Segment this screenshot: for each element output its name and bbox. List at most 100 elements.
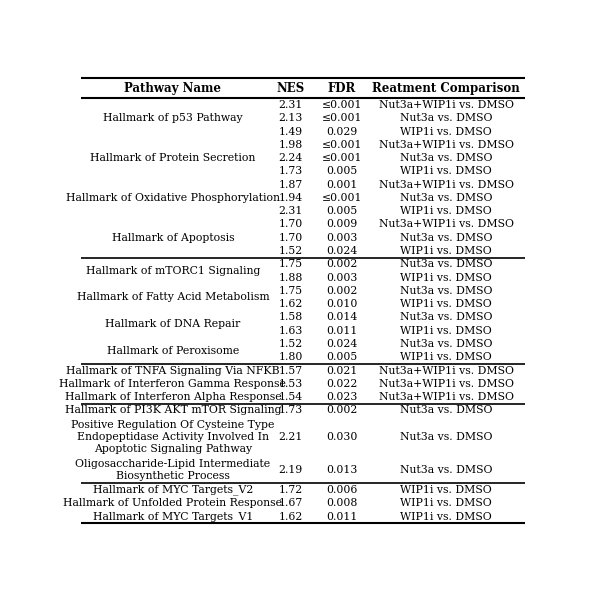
Text: WIP1i vs. DMSO: WIP1i vs. DMSO [400, 127, 492, 137]
Text: Nut3a+WIP1i vs. DMSO: Nut3a+WIP1i vs. DMSO [379, 100, 514, 110]
Text: WIP1i vs. DMSO: WIP1i vs. DMSO [400, 352, 492, 362]
Text: 0.024: 0.024 [326, 246, 358, 256]
Text: Hallmark of p53 Pathway: Hallmark of p53 Pathway [103, 113, 243, 123]
Text: 0.006: 0.006 [326, 485, 358, 495]
Text: Nut3a+WIP1i vs. DMSO: Nut3a+WIP1i vs. DMSO [379, 379, 514, 389]
Text: 0.010: 0.010 [326, 299, 358, 309]
Text: WIP1i vs. DMSO: WIP1i vs. DMSO [400, 511, 492, 522]
Text: Nut3a+WIP1i vs. DMSO: Nut3a+WIP1i vs. DMSO [379, 140, 514, 150]
Text: 2.31: 2.31 [278, 206, 303, 216]
Text: 1.57: 1.57 [278, 365, 303, 375]
Text: 0.021: 0.021 [326, 365, 358, 375]
Text: 0.024: 0.024 [326, 339, 358, 349]
Text: 1.73: 1.73 [278, 406, 303, 416]
Text: ≤0.001: ≤0.001 [322, 113, 362, 123]
Text: Nut3a vs. DMSO: Nut3a vs. DMSO [400, 259, 492, 269]
Text: 1.49: 1.49 [278, 127, 303, 137]
Text: 0.011: 0.011 [326, 511, 358, 522]
Text: Hallmark of Protein Secretion: Hallmark of Protein Secretion [90, 153, 256, 163]
Text: WIP1i vs. DMSO: WIP1i vs. DMSO [400, 272, 492, 282]
Text: 0.005: 0.005 [326, 166, 358, 176]
Text: Nut3a vs. DMSO: Nut3a vs. DMSO [400, 465, 492, 475]
Text: Nut3a vs. DMSO: Nut3a vs. DMSO [400, 432, 492, 442]
Text: 0.005: 0.005 [326, 352, 358, 362]
Text: 1.62: 1.62 [278, 299, 303, 309]
Text: Nut3a vs. DMSO: Nut3a vs. DMSO [400, 313, 492, 323]
Text: 1.70: 1.70 [278, 233, 303, 243]
Text: 2.19: 2.19 [278, 465, 303, 475]
Text: WIP1i vs. DMSO: WIP1i vs. DMSO [400, 246, 492, 256]
Text: WIP1i vs. DMSO: WIP1i vs. DMSO [400, 485, 492, 495]
Text: 1.52: 1.52 [278, 246, 303, 256]
Text: Nut3a vs. DMSO: Nut3a vs. DMSO [400, 233, 492, 243]
Text: 0.011: 0.011 [326, 326, 358, 336]
Text: 1.87: 1.87 [278, 179, 303, 189]
Text: Nut3a+WIP1i vs. DMSO: Nut3a+WIP1i vs. DMSO [379, 392, 514, 402]
Text: 0.023: 0.023 [326, 392, 358, 402]
Text: Positive Regulation Of Cysteine Type
Endopeptidase Activity Involved In
Apoptoti: Positive Regulation Of Cysteine Type End… [72, 420, 275, 453]
Text: Nut3a+WIP1i vs. DMSO: Nut3a+WIP1i vs. DMSO [379, 220, 514, 230]
Text: Reatment Comparison: Reatment Comparison [372, 82, 520, 95]
Text: 0.029: 0.029 [326, 127, 358, 137]
Text: Hallmark of MYC Targets_V1: Hallmark of MYC Targets_V1 [93, 511, 253, 522]
Text: 1.62: 1.62 [278, 511, 303, 522]
Text: 0.014: 0.014 [326, 313, 358, 323]
Text: Hallmark of Interferon Gamma Response: Hallmark of Interferon Gamma Response [60, 379, 287, 389]
Text: 0.008: 0.008 [326, 498, 358, 509]
Text: Hallmark of TNFA Signaling Via NFKB: Hallmark of TNFA Signaling Via NFKB [66, 365, 280, 375]
Text: Nut3a vs. DMSO: Nut3a vs. DMSO [400, 339, 492, 349]
Text: 0.030: 0.030 [326, 432, 358, 442]
Text: 1.88: 1.88 [278, 272, 303, 282]
Text: Hallmark of PI3K AKT mTOR Signaling: Hallmark of PI3K AKT mTOR Signaling [64, 406, 281, 416]
Text: 2.24: 2.24 [278, 153, 303, 163]
Text: ≤0.001: ≤0.001 [322, 140, 362, 150]
Text: 0.005: 0.005 [326, 206, 358, 216]
Text: Hallmark of Interferon Alpha Response: Hallmark of Interferon Alpha Response [64, 392, 281, 402]
Text: WIP1i vs. DMSO: WIP1i vs. DMSO [400, 206, 492, 216]
Text: 0.003: 0.003 [326, 272, 358, 282]
Text: 1.67: 1.67 [278, 498, 303, 509]
Text: WIP1i vs. DMSO: WIP1i vs. DMSO [400, 299, 492, 309]
Text: 0.002: 0.002 [326, 259, 358, 269]
Text: 0.003: 0.003 [326, 233, 358, 243]
Text: Oligosaccharide-Lipid Intermediate
Biosynthetic Process: Oligosaccharide-Lipid Intermediate Biosy… [76, 459, 271, 481]
Text: WIP1i vs. DMSO: WIP1i vs. DMSO [400, 326, 492, 336]
Text: 1.73: 1.73 [278, 166, 303, 176]
Text: Hallmark of DNA Repair: Hallmark of DNA Repair [105, 319, 241, 329]
Text: 1.94: 1.94 [278, 193, 303, 203]
Text: Nut3a vs. DMSO: Nut3a vs. DMSO [400, 153, 492, 163]
Text: 1.75: 1.75 [278, 259, 303, 269]
Text: Hallmark of Unfolded Protein Response: Hallmark of Unfolded Protein Response [63, 498, 282, 509]
Text: Nut3a vs. DMSO: Nut3a vs. DMSO [400, 406, 492, 416]
Text: Nut3a vs. DMSO: Nut3a vs. DMSO [400, 113, 492, 123]
Text: 2.31: 2.31 [278, 100, 303, 110]
Text: Hallmark of MYC Targets_V2: Hallmark of MYC Targets_V2 [93, 485, 253, 496]
Text: 1.52: 1.52 [278, 339, 303, 349]
Text: 1.70: 1.70 [278, 220, 303, 230]
Text: WIP1i vs. DMSO: WIP1i vs. DMSO [400, 498, 492, 509]
Text: FDR: FDR [327, 82, 356, 95]
Text: 1.98: 1.98 [278, 140, 303, 150]
Text: NES: NES [277, 82, 305, 95]
Text: 2.13: 2.13 [278, 113, 303, 123]
Text: 0.013: 0.013 [326, 465, 358, 475]
Text: Hallmark of mTORC1 Signaling: Hallmark of mTORC1 Signaling [86, 266, 260, 276]
Text: 1.72: 1.72 [278, 485, 303, 495]
Text: 1.80: 1.80 [278, 352, 303, 362]
Text: Nut3a vs. DMSO: Nut3a vs. DMSO [400, 286, 492, 296]
Text: 0.009: 0.009 [326, 220, 358, 230]
Text: Hallmark of Oxidative Phosphorylation: Hallmark of Oxidative Phosphorylation [66, 193, 280, 203]
Text: Nut3a+WIP1i vs. DMSO: Nut3a+WIP1i vs. DMSO [379, 179, 514, 189]
Text: 1.58: 1.58 [278, 313, 303, 323]
Text: Pathway Name: Pathway Name [125, 82, 222, 95]
Text: ≤0.001: ≤0.001 [322, 100, 362, 110]
Text: Hallmark of Peroxisome: Hallmark of Peroxisome [107, 346, 239, 356]
Text: 1.53: 1.53 [278, 379, 303, 389]
Text: 1.63: 1.63 [278, 326, 303, 336]
Text: 0.022: 0.022 [326, 379, 358, 389]
Text: 2.21: 2.21 [278, 432, 303, 442]
Text: 1.75: 1.75 [278, 286, 303, 296]
Text: 0.002: 0.002 [326, 286, 358, 296]
Text: ≤0.001: ≤0.001 [322, 193, 362, 203]
Text: 0.002: 0.002 [326, 406, 358, 416]
